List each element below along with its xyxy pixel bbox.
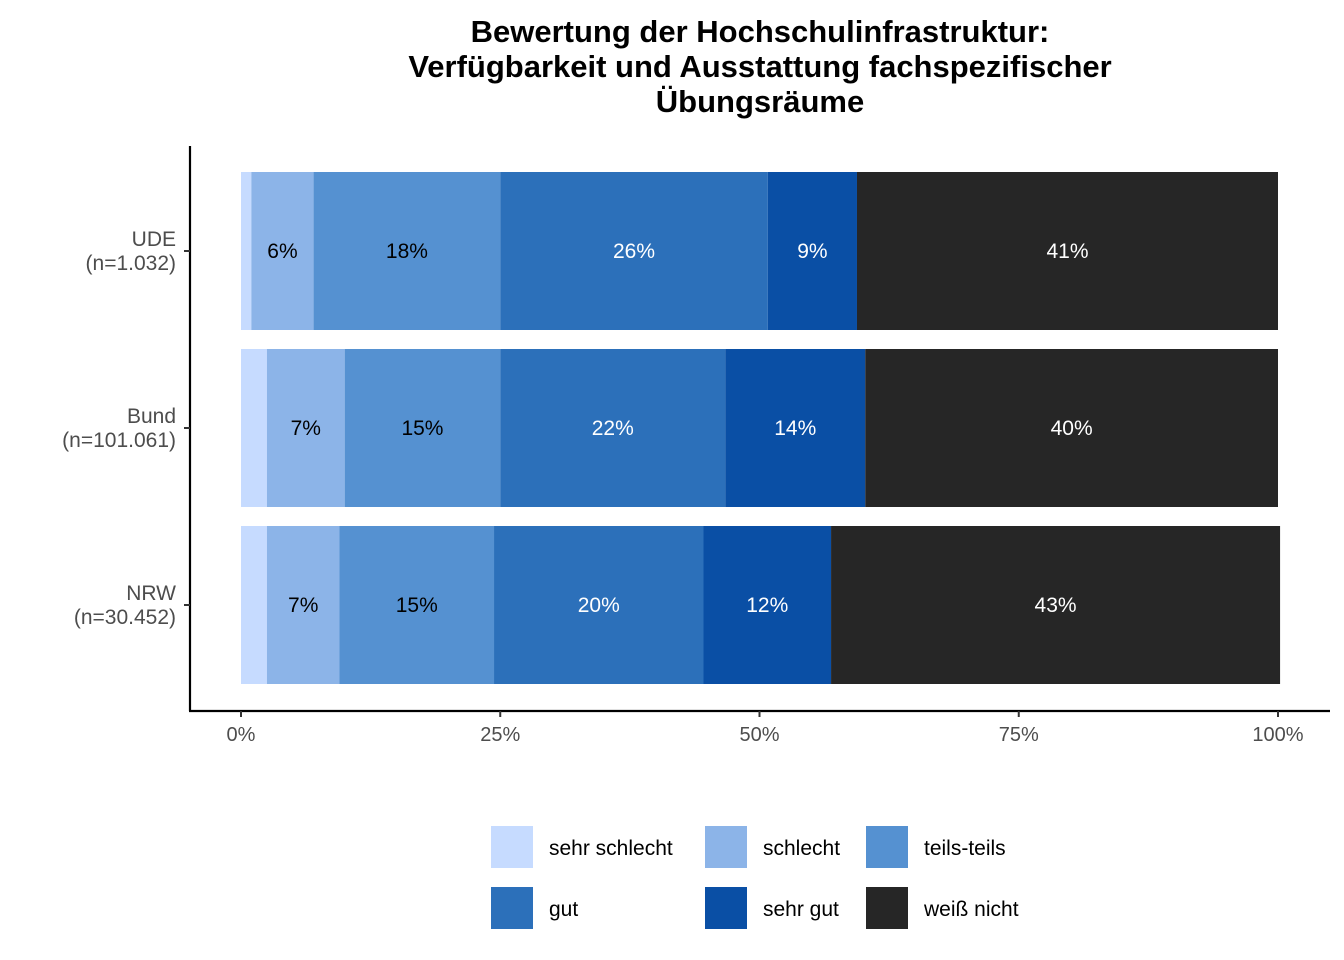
legend-item: sehr schlecht xyxy=(491,826,673,868)
data-label: 15% xyxy=(401,417,443,440)
legend-swatch xyxy=(491,826,533,868)
category-label: Bund xyxy=(127,405,176,428)
legend-label: teils-teils xyxy=(924,837,1006,860)
bar-segment xyxy=(500,172,768,330)
x-tick-label: 75% xyxy=(999,724,1039,746)
title-line: Verfügbarkeit und Ausstattung fachspezif… xyxy=(408,49,1111,84)
legend-label: weiß nicht xyxy=(923,898,1019,921)
data-label: 7% xyxy=(291,417,321,440)
bar-row-nrw: 7% 15% 20% 12% 43% xyxy=(241,526,1281,684)
legend-item: gut xyxy=(491,887,578,929)
bar-segment xyxy=(339,526,495,684)
bar-segment xyxy=(251,172,314,330)
bar-segment xyxy=(241,526,267,684)
title-line: Übungsräume xyxy=(656,84,864,119)
data-label: 15% xyxy=(396,594,438,617)
axes: UDE(n=1.032) Bund(n=101.061) NRW(n=30.452)… xyxy=(62,146,1330,746)
legend-swatch xyxy=(491,887,533,929)
bar-segment xyxy=(241,172,252,330)
legend-item: weiß nicht xyxy=(866,887,1019,929)
bar-segment xyxy=(865,349,1278,507)
bar-segment xyxy=(767,172,857,330)
legend-label: gut xyxy=(549,898,578,921)
category-count-label: (n=30.452) xyxy=(74,606,176,629)
data-label: 6% xyxy=(267,240,297,263)
bar-row-bund: 7% 15% 22% 14% 40% xyxy=(241,349,1278,507)
bar-segment xyxy=(856,172,1278,330)
legend: sehr schlecht schlecht teils-teils gut sehr … xyxy=(491,826,1019,929)
data-label: 41% xyxy=(1046,240,1088,263)
legend-swatch xyxy=(866,887,908,929)
category-count-label: (n=1.032) xyxy=(86,252,176,275)
data-label: 26% xyxy=(613,240,655,263)
legend-item: teils-teils xyxy=(866,826,1006,868)
bar-row-ude: 6% 18% 26% 9% 41% xyxy=(241,172,1278,330)
data-label: 22% xyxy=(592,417,634,440)
bar-segment xyxy=(266,349,345,507)
bar-segment xyxy=(494,526,704,684)
bar-segment xyxy=(313,172,501,330)
legend-label: schlecht xyxy=(763,837,840,860)
legend-swatch xyxy=(866,826,908,868)
legend-item: sehr gut xyxy=(705,887,839,929)
legend-swatch xyxy=(705,826,747,868)
data-label: 20% xyxy=(578,594,620,617)
data-label: 9% xyxy=(797,240,827,263)
legend-label: sehr gut xyxy=(763,898,839,921)
x-tick-label: 0% xyxy=(227,724,256,746)
bar-segment xyxy=(241,349,267,507)
data-label: 18% xyxy=(386,240,428,263)
category-label: NRW xyxy=(126,582,176,605)
data-label: 12% xyxy=(746,594,788,617)
legend-item: schlecht xyxy=(705,826,840,868)
data-label: 40% xyxy=(1051,417,1093,440)
x-tick-label: 100% xyxy=(1252,724,1303,746)
bar-segment xyxy=(344,349,501,507)
x-tick-label: 50% xyxy=(739,724,779,746)
legend-swatch xyxy=(705,887,747,929)
bar-segment xyxy=(500,349,726,507)
bar-segment xyxy=(725,349,866,507)
chart-title: Bewertung der Hochschulinfrastruktur:Ver… xyxy=(408,14,1111,119)
x-tick-label: 25% xyxy=(480,724,520,746)
data-label: 7% xyxy=(288,594,318,617)
legend-label: sehr schlecht xyxy=(549,837,673,860)
bar-segment xyxy=(831,526,1281,684)
bar-segment xyxy=(703,526,832,684)
bars: 6% 18% 26% 9% 41% 7% 15% 22% 14% 40% 7% 15% 20% 12% 43… xyxy=(241,172,1281,684)
data-label: 14% xyxy=(774,417,816,440)
category-count-label: (n=101.061) xyxy=(62,429,176,452)
category-label: UDE xyxy=(132,228,176,251)
data-label: 43% xyxy=(1035,594,1077,617)
title-line: Bewertung der Hochschulinfrastruktur: xyxy=(471,14,1050,49)
bar-segment xyxy=(266,526,340,684)
